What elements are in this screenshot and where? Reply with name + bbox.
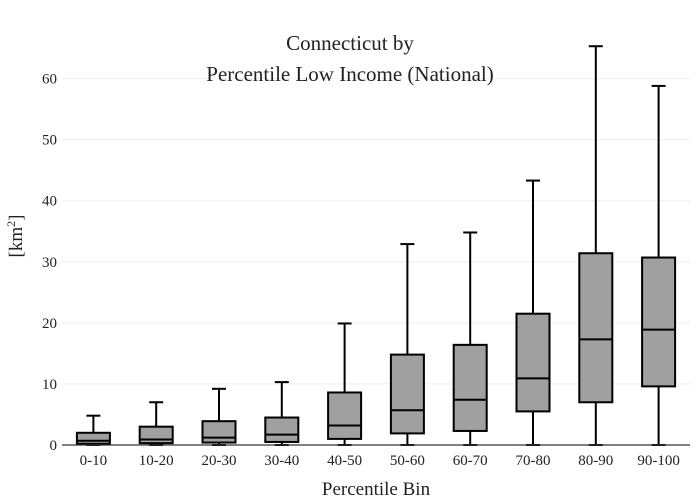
chart-title-line-1: Connecticut by (286, 31, 414, 55)
box-60-70 (452, 231, 488, 446)
x-tick-label-40-50: 40-50 (327, 453, 362, 469)
y-tick-label-10: 10 (42, 377, 57, 393)
box-10-20 (138, 401, 174, 446)
box-80-90 (578, 45, 614, 446)
box-40-50 (327, 322, 363, 446)
box-90-100 (641, 84, 677, 446)
y-tick-label-0: 0 (50, 438, 58, 454)
iqr-box-80-90 (578, 252, 614, 404)
y-tick-label-20: 20 (42, 316, 57, 332)
iqr-box-60-70 (452, 343, 488, 432)
x-tick-label-60-70: 60-70 (453, 453, 488, 469)
iqr-box-20-30 (201, 420, 237, 444)
x-tick-label-0-10: 0-10 (80, 453, 108, 469)
x-axis-ticks: 0-10 10-20 20-30 30-40 40-50 50-60 60-70 70-80 8… (80, 453, 680, 469)
y-axis-title-close: ] (6, 215, 27, 221)
iqr-box-0-10 (75, 431, 111, 445)
x-tick-label-50-60: 50-60 (390, 453, 425, 469)
x-tick-label-20-30: 20-30 (202, 453, 237, 469)
x-tick-label-70-80: 70-80 (516, 453, 551, 469)
y-tick-label-30: 30 (42, 255, 57, 271)
iqr-box-90-100 (641, 256, 677, 388)
iqr-box-70-80 (515, 312, 551, 413)
box-20-30 (201, 387, 237, 446)
box-50-60 (389, 243, 425, 446)
box-70-80 (515, 179, 551, 446)
y-tick-label-60: 60 (42, 72, 57, 88)
y-axis-title: [km2] (4, 215, 27, 258)
iqr-box-50-60 (389, 353, 425, 435)
iqr-box-30-40 (264, 416, 300, 443)
y-tick-label-50: 50 (42, 133, 57, 149)
x-tick-label-30-40: 30-40 (264, 453, 299, 469)
y-tick-label-40: 40 (42, 194, 57, 210)
x-tick-label-10-20: 10-20 (139, 453, 174, 469)
x-axis-title: Percentile Bin (322, 479, 431, 500)
y-axis-title-base: [km (6, 227, 27, 258)
y-axis-title-superscript: 2 (4, 221, 18, 227)
x-tick-label-90-100: 90-100 (637, 453, 680, 469)
x-tick-label-80-90: 80-90 (578, 453, 613, 469)
box-0-10 (75, 414, 111, 446)
iqr-box-40-50 (327, 391, 363, 440)
box-series (75, 45, 677, 446)
iqr-box-10-20 (138, 425, 174, 445)
chart-title-line-2: Percentile Low Income (National) (206, 62, 493, 86)
y-axis-ticks: 0 10 20 30 40 50 60 (42, 72, 57, 454)
box-30-40 (264, 381, 300, 446)
